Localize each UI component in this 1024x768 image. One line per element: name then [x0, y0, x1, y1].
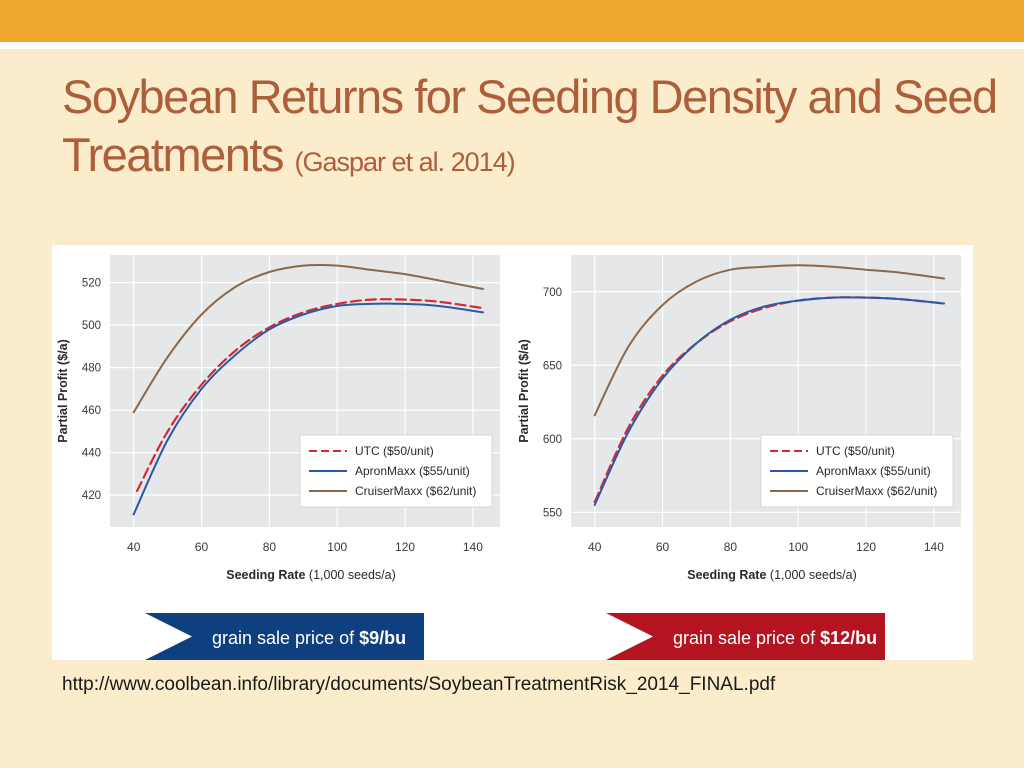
price-banner-value: $12/bu [820, 628, 877, 648]
x-tick-label: 80 [724, 540, 738, 554]
legend-label: CruiserMaxx ($62/unit) [816, 484, 937, 498]
y-tick-label: 650 [543, 360, 562, 372]
x-tick-label: 100 [327, 540, 347, 554]
x-tick-label: 140 [924, 540, 944, 554]
x-axis-unit: (1,000 seeds/a) [770, 568, 857, 582]
x-tick-label: 60 [656, 540, 670, 554]
x-axis-label: Seeding Rate [687, 568, 770, 582]
price-banner-prefix: grain sale price of [212, 628, 359, 648]
top-accent-stripe [0, 42, 1024, 49]
x-tick-label: 80 [263, 540, 277, 554]
y-tick-label: 600 [543, 434, 562, 446]
chart-left: 420 440 460 480 500 520 40 60 80 100 120 140 Seeding… [56, 255, 500, 660]
slide-title: Soybean Returns for Seeding Density and … [62, 68, 1002, 191]
top-accent-bar [0, 0, 1024, 42]
price-banner [145, 613, 424, 660]
price-banner-text: grain sale price of $12/bu [673, 628, 877, 648]
x-axis-unit: (1,000 seeds/a) [309, 568, 396, 582]
y-tick-label: 460 [82, 405, 101, 417]
x-tick-label: 100 [788, 540, 808, 554]
price-banner-prefix: grain sale price of [673, 628, 820, 648]
source-url: http://www.coolbean.info/library/documen… [62, 674, 776, 695]
y-tick-label: 500 [82, 320, 101, 332]
x-axis-title: Seeding Rate (1,000 seeds/a) [687, 568, 857, 582]
figure-panel: 420 440 460 480 500 520 40 60 80 100 120 140 Seeding… [52, 245, 973, 660]
series-line-2 [132, 302, 484, 516]
y-tick-label: 550 [543, 507, 562, 519]
slide-title-text: Soybean Returns for Seeding Density and … [62, 70, 998, 181]
legend-label: CruiserMaxx ($62/unit) [355, 484, 476, 498]
y-axis-label: Partial Profit ($/a) [517, 339, 531, 443]
slide-citation: (Gaspar et al. 2014) [294, 147, 516, 177]
y-tick-label: 440 [82, 448, 101, 460]
legend-label: ApronMaxx ($55/unit) [816, 464, 931, 478]
price-banner [606, 613, 885, 660]
x-tick-label: 140 [463, 540, 483, 554]
series-line-3 [593, 264, 945, 417]
x-tick-label: 40 [127, 540, 141, 554]
series-line-2 [593, 296, 945, 506]
price-banner-value: $9/bu [359, 628, 406, 648]
y-tick-label: 700 [543, 287, 562, 299]
x-tick-label: 120 [395, 540, 415, 554]
y-axis-label: Partial Profit ($/a) [56, 339, 70, 443]
x-axis-label: Seeding Rate [226, 568, 309, 582]
legend-label: ApronMaxx ($55/unit) [355, 464, 470, 478]
y-tick-label: 420 [82, 490, 101, 502]
price-banner-text: grain sale price of $9/bu [212, 628, 406, 648]
legend-label: UTC ($50/unit) [816, 444, 895, 458]
x-tick-label: 40 [588, 540, 602, 554]
y-tick-label: 480 [82, 363, 101, 375]
x-tick-label: 120 [856, 540, 876, 554]
x-tick-label: 60 [195, 540, 209, 554]
series-line-3 [132, 263, 484, 414]
legend-label: UTC ($50/unit) [355, 444, 434, 458]
series-line-1 [136, 298, 485, 492]
y-tick-label: 520 [82, 278, 101, 290]
x-axis-title: Seeding Rate (1,000 seeds/a) [226, 568, 396, 582]
chart-right: 550 600 650 700 40 60 80 100 120 140 Seeding Rate … [517, 255, 961, 660]
